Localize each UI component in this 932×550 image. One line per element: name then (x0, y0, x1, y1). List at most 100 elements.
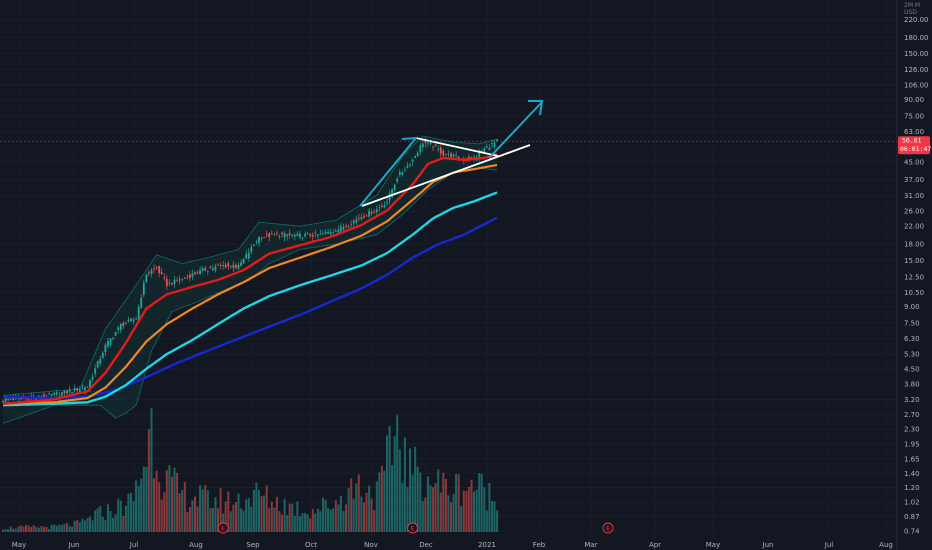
volume-bar-122 (314, 513, 317, 532)
volume-bar-124 (319, 511, 322, 532)
candle-body-83 (214, 266, 217, 271)
candle-body-34 (89, 380, 91, 389)
candle-body-172 (442, 150, 445, 156)
candle-body-103 (265, 234, 268, 236)
candle-body-123 (317, 234, 319, 236)
candle-body-170 (437, 148, 440, 150)
volume-bar-39 (101, 516, 104, 532)
candle-body-150 (386, 201, 388, 204)
price-tick-2: 150.00 (904, 50, 929, 58)
candle-body-141 (363, 216, 365, 218)
volume-bar-169 (434, 483, 437, 532)
candle-body-152 (391, 189, 393, 197)
volume-bar-89 (229, 511, 232, 532)
candle-body-72 (186, 276, 189, 278)
volume-bar-105 (270, 501, 273, 532)
volume-bar-53 (137, 486, 140, 532)
candle-body-160 (411, 159, 414, 162)
volume-bar-45 (117, 498, 120, 532)
candle-body-7 (20, 398, 22, 400)
flagpole-arrow[interactable] (359, 136, 419, 207)
time-tick-0: May (12, 541, 26, 549)
volume-bar-182 (467, 487, 470, 532)
candle-body-111 (286, 234, 289, 237)
candle-body-70 (181, 278, 184, 280)
candle-body-82 (212, 268, 214, 270)
event-marker-2[interactable]: E (602, 522, 614, 534)
candle-body-93 (240, 262, 242, 266)
candle-body-23 (61, 392, 63, 396)
event-marker-1[interactable]: E (407, 522, 419, 534)
volume-bar-178 (457, 474, 460, 532)
last-price-badge: 56.61 06:01:47 (898, 136, 931, 155)
candle-body-71 (183, 278, 186, 279)
candle-body-99 (255, 241, 258, 243)
volume-bar-171 (439, 492, 442, 532)
volume-bar-47 (122, 515, 125, 532)
candle-body-118 (304, 234, 306, 237)
volume-bar-14 (37, 527, 40, 532)
triangle-lower-trendline[interactable] (361, 144, 531, 207)
candle-body-75 (194, 272, 196, 275)
volume-bar-147 (378, 472, 381, 532)
candle-body-60 (155, 267, 158, 269)
axis-header-line2: USD (904, 9, 917, 16)
event-marker-0[interactable]: E (217, 522, 229, 534)
volume-bar-193 (496, 510, 499, 532)
volume-bar-137 (352, 498, 355, 532)
time-tick-9: Feb (533, 541, 546, 549)
candle-body-64 (165, 278, 168, 287)
bb-fill (3, 136, 498, 424)
price-tick-33: 0.74 (904, 528, 920, 536)
volume-bar-5 (14, 528, 17, 532)
breakout-arrow[interactable] (488, 101, 543, 159)
volume-bars (2, 408, 499, 532)
price-tick-28: 1.65 (904, 455, 920, 463)
time-axis[interactable]: May Jun Jul Aug Sep Oct Nov Dec 2021 Feb Mar Apr May… (12, 541, 893, 549)
price-tick-14: 18.00 (904, 241, 924, 249)
candle-body-121 (311, 235, 314, 237)
candle-body-116 (299, 233, 301, 238)
volume-bar-143 (368, 485, 371, 532)
candle-body-67 (173, 279, 176, 284)
volume-bar-179 (460, 506, 463, 532)
candle-body-171 (439, 147, 442, 154)
candle-body-126 (324, 232, 327, 234)
volume-bar-21 (55, 525, 58, 532)
moving-averages (2, 153, 498, 407)
candle-body-44 (114, 332, 117, 336)
time-tick-6: Nov (364, 541, 378, 549)
price-tick-1: 180.00 (904, 34, 929, 42)
bb-upper (2, 135, 498, 396)
time-tick-11: Apr (649, 541, 661, 549)
ema-slow-line (3, 191, 498, 407)
candle-body-85 (219, 265, 222, 266)
candle-body-36 (94, 368, 97, 374)
breakout-arrow-head[interactable] (528, 100, 544, 116)
candle-body-16 (43, 394, 45, 397)
event-marker-label-2: E (606, 525, 610, 532)
volume-bar-186 (478, 473, 481, 532)
time-tick-13: Jun (762, 541, 774, 549)
candle-body-54 (140, 297, 143, 308)
volume-bar-106 (273, 507, 276, 532)
volume-bar-108 (278, 511, 281, 532)
volume-bar-35 (91, 520, 94, 532)
volume-bar-155 (398, 449, 401, 532)
candle-body-3 (9, 399, 12, 401)
volume-bar-191 (491, 500, 493, 532)
price-tick-30: 1.20 (904, 484, 920, 492)
volume-bar-87 (224, 501, 227, 532)
time-tick-10: Mar (584, 541, 597, 549)
candle-body-188 (483, 148, 486, 153)
candle-body-79 (204, 268, 207, 271)
volume-bar-57 (147, 429, 150, 532)
volume-bar-68 (176, 472, 179, 532)
volume-bar-71 (183, 481, 186, 532)
candle-body-190 (488, 148, 491, 151)
volume-bar-115 (296, 501, 299, 532)
candle-body-55 (142, 282, 145, 295)
volume-bar-101 (260, 496, 263, 532)
